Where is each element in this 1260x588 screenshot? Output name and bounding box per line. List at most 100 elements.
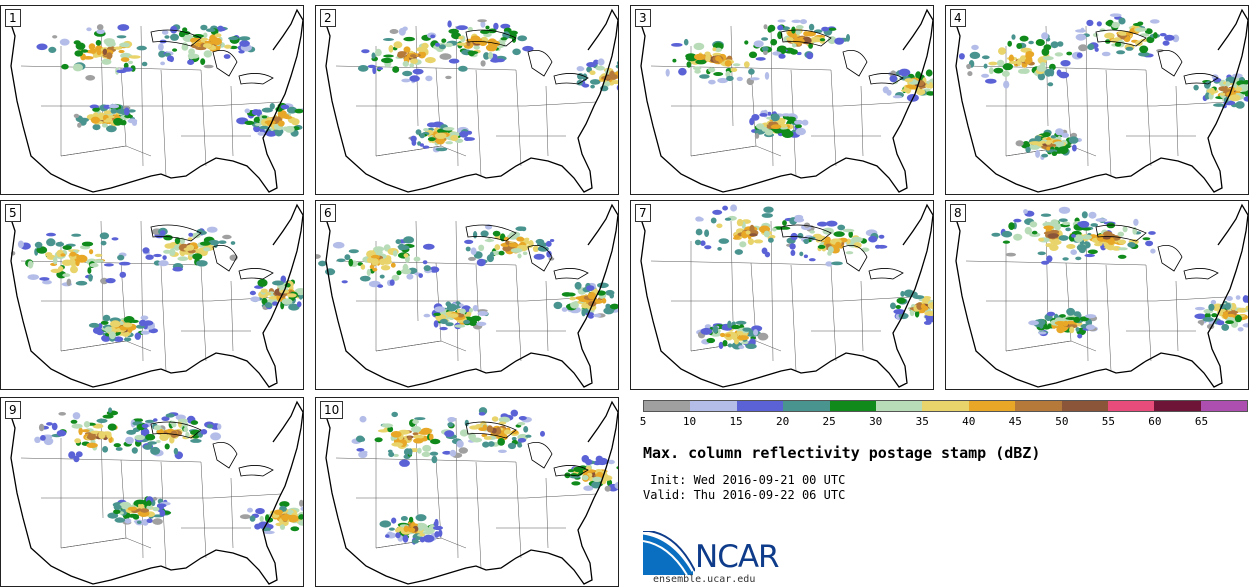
reflectivity-cell xyxy=(407,436,412,441)
reflectivity-cell xyxy=(379,274,385,279)
reflectivity-cell xyxy=(465,246,471,252)
reflectivity-cell xyxy=(582,83,590,88)
reflectivity-cell xyxy=(70,419,78,424)
state-border xyxy=(230,477,234,549)
reflectivity-cell xyxy=(827,246,834,254)
ensemble-url[interactable]: ensemble.ucar.edu xyxy=(653,574,756,585)
coastline xyxy=(638,203,933,388)
great-lakes-outline xyxy=(780,224,904,280)
member-panel[interactable]: 8 xyxy=(945,200,1249,390)
reflectivity-cell xyxy=(113,336,124,342)
member-panel[interactable]: 3 xyxy=(630,5,934,195)
reflectivity-cell xyxy=(981,73,990,78)
reflectivity-cell xyxy=(177,418,188,423)
reflectivity-cell xyxy=(195,46,207,51)
colorbar-tick-label: 5 xyxy=(639,415,647,428)
member-panel[interactable]: 10 xyxy=(315,397,619,587)
reflectivity-cell xyxy=(110,108,118,114)
reflectivity-cell xyxy=(518,416,527,421)
reflectivity-cell xyxy=(745,230,751,235)
reflectivity-cell xyxy=(145,419,156,423)
reflectivity-cell xyxy=(203,50,212,58)
reflectivity-cell xyxy=(842,228,855,233)
reflectivity-cell xyxy=(195,42,200,47)
reflectivity-cell xyxy=(1058,71,1070,79)
reflectivity-cell xyxy=(472,305,479,312)
reflectivity-cell xyxy=(1028,320,1039,326)
reflectivity-cell xyxy=(249,290,256,296)
reflectivity-cell xyxy=(95,39,102,46)
reflectivity-cell xyxy=(1146,36,1155,44)
state-border xyxy=(545,85,549,157)
reflectivity-cell xyxy=(257,278,268,287)
reflectivity-cell xyxy=(817,221,828,227)
reflectivity-cell xyxy=(391,411,398,418)
member-panel[interactable]: 2 xyxy=(315,5,619,195)
state-border xyxy=(1145,69,1152,167)
reflectivity-cell xyxy=(1197,320,1205,325)
member-panel[interactable]: 6 xyxy=(315,200,619,390)
member-panel[interactable]: 1 xyxy=(0,5,304,195)
reflectivity-cell xyxy=(426,122,438,128)
reflectivity-cell xyxy=(181,44,189,51)
reflectivity-cell xyxy=(75,258,80,267)
reflectivity-cell xyxy=(571,481,581,486)
reflectivity-cell xyxy=(825,220,838,227)
reflectivity-cell xyxy=(694,53,706,61)
member-panel[interactable]: 4 xyxy=(945,5,1249,195)
reflectivity-cell xyxy=(1002,240,1010,244)
reflectivity-cell xyxy=(912,295,925,300)
reflectivity-cell xyxy=(254,123,263,126)
reflectivity-cell xyxy=(415,129,422,135)
reflectivity-cell xyxy=(1245,93,1248,97)
reflectivity-cell xyxy=(782,220,787,226)
reflectivity-cell xyxy=(1073,316,1081,323)
reflectivity-cell xyxy=(1049,229,1060,234)
reflectivity-cell xyxy=(113,46,123,50)
reflectivity-cell xyxy=(279,113,290,119)
reflectivity-cell xyxy=(186,244,195,251)
colorbar-ticks: 5 10 15 20 25 30 35 40 45 50 55 60 65 xyxy=(639,415,1248,429)
reflectivity-cell xyxy=(392,66,400,73)
reflectivity-cell xyxy=(470,247,477,255)
member-panel[interactable]: 7 xyxy=(630,200,934,390)
reflectivity-cell xyxy=(206,28,216,32)
reflectivity-cell xyxy=(795,29,801,35)
reflectivity-cell xyxy=(1105,20,1113,26)
reflectivity-cell xyxy=(52,35,58,39)
reflectivity-cell xyxy=(1226,313,1236,318)
great-lakes-outline xyxy=(150,421,274,477)
reflectivity-cell xyxy=(1232,73,1243,78)
reflectivity-cell xyxy=(1045,140,1052,145)
member-panel[interactable]: 5 xyxy=(0,200,304,390)
reflectivity-cell xyxy=(376,67,384,70)
reflectivity-cell xyxy=(143,320,154,326)
reflectivity-map xyxy=(323,8,618,193)
reflectivity-cell xyxy=(263,530,275,535)
ncar-logo[interactable]: NCAR ensemble.ucar.edu xyxy=(643,531,803,585)
reflectivity-cell xyxy=(808,258,816,262)
reflectivity-cell xyxy=(996,59,1005,67)
reflectivity-cell xyxy=(876,244,888,249)
reflectivity-cell xyxy=(425,57,436,64)
reflectivity-cell xyxy=(1047,82,1054,87)
reflectivity-cell xyxy=(1156,49,1164,53)
colorbar-segment xyxy=(1107,401,1155,411)
state-border xyxy=(435,67,517,71)
reflectivity-cell xyxy=(809,230,815,234)
member-panel[interactable]: 9 xyxy=(0,397,304,587)
reflectivity-cell xyxy=(36,43,48,51)
reflectivity-cell xyxy=(113,443,122,448)
reflectivity-cell xyxy=(1001,70,1010,77)
colorbar-segment xyxy=(829,401,876,411)
reflectivity-cell xyxy=(422,260,428,265)
reflectivity-cell xyxy=(1005,252,1016,257)
reflectivity-cell xyxy=(725,333,731,338)
reflectivity-cell xyxy=(435,42,440,47)
reflectivity-cell xyxy=(1087,249,1098,255)
reflectivity-cell xyxy=(704,229,710,237)
state-border xyxy=(545,477,549,549)
coastline xyxy=(323,8,618,193)
reflectivity-cell xyxy=(188,232,194,237)
reflectivity-cell xyxy=(1066,244,1076,249)
